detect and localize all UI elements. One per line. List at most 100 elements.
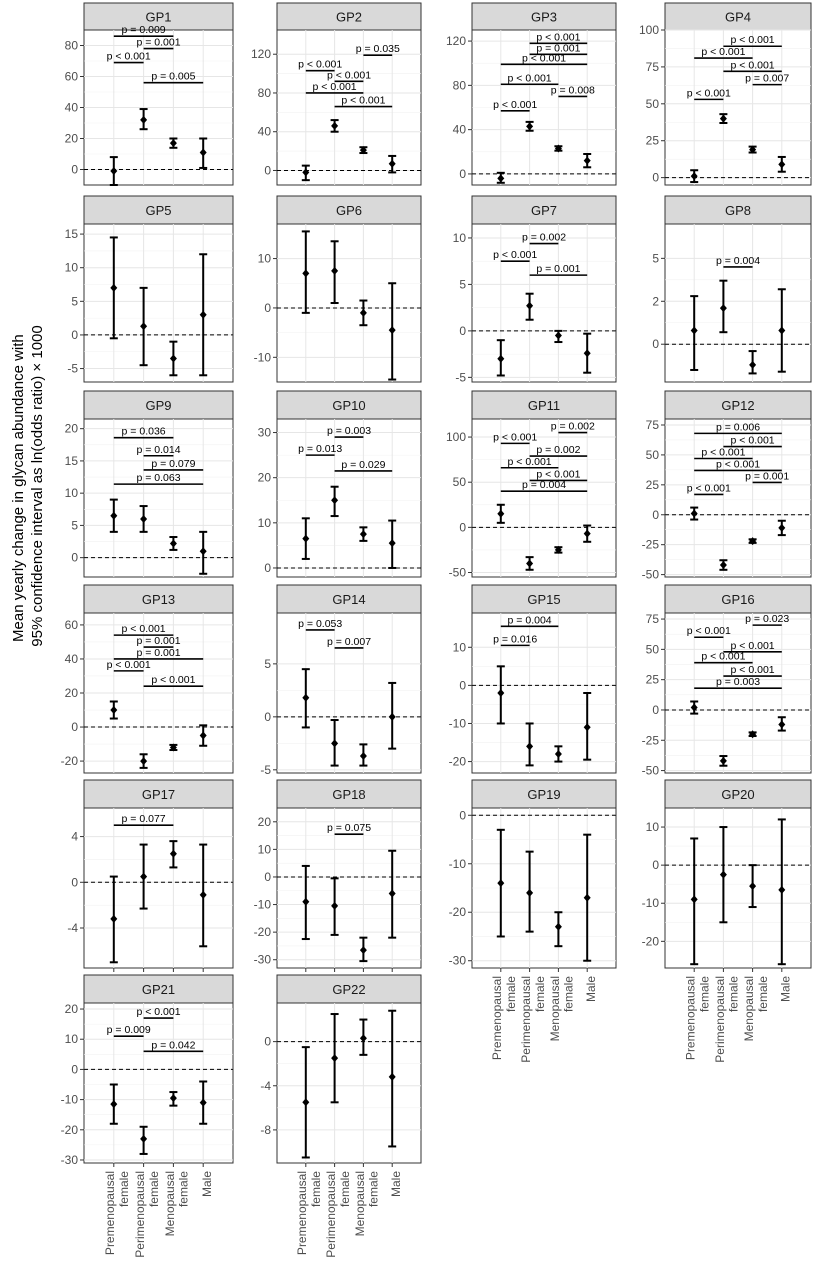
point-estimate	[526, 301, 534, 310]
x-tick-label-line: Perimenopausal	[324, 1171, 338, 1258]
strip-gp16	[664, 584, 812, 614]
y-tick-label: -10	[254, 350, 272, 364]
p-value-label: p < 0.001	[716, 458, 760, 470]
p-value-label: p < 0.001	[536, 468, 580, 480]
point-estimate	[359, 308, 367, 317]
y-tick-label: 0	[652, 508, 659, 522]
y-tick-label: -8	[260, 1123, 271, 1137]
p-value-label: p < 0.001	[701, 447, 745, 459]
x-tick-label-line: female	[562, 976, 576, 1012]
point-estimate	[110, 511, 118, 520]
x-tick-label-line: female	[697, 976, 711, 1012]
plot-area-gp16	[664, 612, 812, 774]
point-estimate	[583, 349, 591, 358]
x-tick-label-line: female	[117, 1171, 131, 1207]
y-tick-label: 120	[251, 47, 271, 61]
point-estimate	[583, 723, 591, 732]
y-tick-label: -10	[642, 896, 660, 910]
point-estimate	[302, 534, 310, 543]
point-estimate	[110, 706, 118, 715]
p-value-label: p = 0.003	[716, 676, 760, 688]
panel-gp8: GP8 0 2 5 p = 0.004	[652, 195, 812, 383]
p-value-label: p = 0.029	[341, 459, 385, 471]
p-value-label: p = 0.009	[107, 1024, 151, 1036]
p-value-label: p = 0.005	[151, 71, 195, 83]
y-tick-label: 20	[258, 815, 272, 829]
point-estimate	[778, 720, 786, 729]
y-tick-label: 40	[258, 125, 272, 139]
y-tick-label: 40	[65, 652, 79, 666]
panel-gp15: GP15 -20 -10 0 10 p = 0.004 p = 0.016	[449, 584, 617, 774]
p-value-label: p < 0.001	[687, 87, 731, 99]
point-estimate	[778, 523, 786, 532]
y-tick-label: 75	[646, 418, 660, 432]
panel-title-gp17: GP17	[142, 787, 175, 802]
y-tick-label: -25	[642, 733, 660, 747]
p-value-label: p = 0.004	[716, 255, 760, 267]
point-estimate	[749, 360, 757, 369]
point-estimate	[359, 146, 367, 155]
y-tick-label: 80	[258, 86, 272, 100]
y-tick-label: 0	[71, 720, 78, 734]
plot-area-gp8	[664, 223, 812, 383]
p-value-label: p = 0.016	[493, 633, 537, 645]
point-estimate	[526, 888, 534, 897]
y-tick-label: -20	[642, 934, 660, 948]
y-tick-label: -4	[260, 1079, 271, 1093]
y-tick-label: 25	[646, 478, 660, 492]
point-estimate	[778, 326, 786, 335]
plot-area-gp6	[276, 223, 422, 383]
y-tick-label: -20	[61, 1123, 79, 1137]
y-tick-label: 0	[459, 167, 466, 181]
x-tick-label-line: Male	[389, 1171, 403, 1197]
y-tick-label: 50	[646, 97, 660, 111]
strip-gp4	[664, 2, 812, 31]
y-tick-label: 0	[71, 1062, 78, 1076]
point-estimate	[554, 545, 562, 554]
y-tick-label: 2	[652, 294, 659, 308]
point-estimate	[110, 167, 118, 176]
y-tick-label: 80	[65, 39, 79, 53]
p-value-label: p = 0.002	[551, 421, 595, 433]
plot-area-gp20	[664, 807, 812, 969]
x-tick-label: Male	[389, 1171, 403, 1197]
plot-area-gp17	[83, 807, 234, 969]
p-value-label: p < 0.001	[731, 34, 775, 46]
plot-area-gp2	[276, 29, 422, 186]
point-estimate	[526, 742, 534, 751]
y-tick-label: 0	[459, 520, 466, 534]
point-estimate	[388, 539, 396, 548]
x-tick-label: Perimenopausalfemale	[324, 1171, 352, 1258]
p-value-label: p < 0.001	[327, 69, 371, 81]
x-tick-label-line: Premenopausal	[490, 976, 504, 1060]
p-value-label: p = 0.079	[151, 458, 195, 470]
y-axis-label-line-1: Mean yearly change in glycan abundance w…	[10, 334, 27, 642]
point-estimate	[497, 509, 505, 518]
y-tick-label: 10	[453, 640, 467, 654]
point-estimate	[140, 757, 148, 766]
p-value-label: p < 0.001	[341, 95, 385, 107]
point-estimate	[140, 322, 148, 331]
point-estimate	[302, 693, 310, 702]
y-tick-label: -10	[254, 898, 272, 912]
p-value-label: p < 0.001	[731, 59, 775, 71]
p-value-label: p = 0.007	[327, 636, 371, 648]
y-tick-label: 10	[453, 231, 467, 245]
x-tick-label-line: female	[756, 976, 770, 1012]
x-tick-label-line: Perimenopausal	[713, 976, 727, 1063]
y-tick-label: 25	[646, 134, 660, 148]
point-estimate	[749, 145, 757, 154]
x-tick-label-line: Male	[584, 976, 598, 1002]
point-estimate	[690, 895, 698, 904]
point-estimate	[583, 893, 591, 902]
y-tick-label: 20	[258, 471, 272, 485]
panel-title-gp16: GP16	[721, 592, 754, 607]
y-tick-label: 0	[264, 301, 271, 315]
y-tick-label: 10	[65, 1032, 79, 1046]
p-value-label: p < 0.001	[701, 651, 745, 663]
point-estimate	[719, 756, 727, 765]
